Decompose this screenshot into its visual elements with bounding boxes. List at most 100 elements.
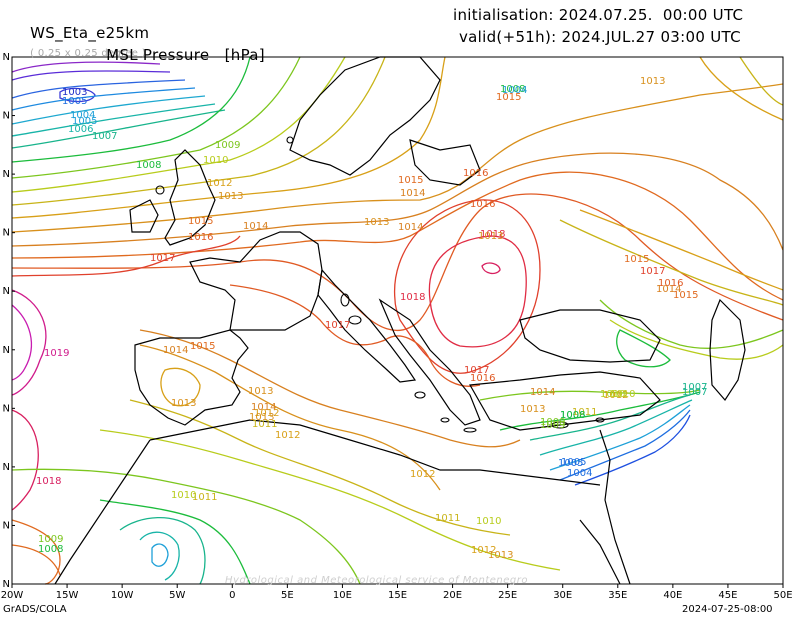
isobar-label: 1014	[530, 387, 555, 398]
isobar-line	[11, 103, 216, 137]
isobar-label: 1012	[471, 545, 496, 556]
isobar-line	[11, 95, 206, 125]
isobar-label: 1018	[36, 476, 61, 487]
x-tick-label: 15W	[56, 590, 79, 601]
isobar-label: 1015	[188, 216, 213, 227]
isobar-label: 1009	[540, 417, 565, 428]
island	[155, 185, 165, 195]
isobar-label: 1013	[218, 191, 243, 202]
isobar-label: 1004	[502, 85, 527, 96]
isobar-line	[151, 543, 169, 567]
isobar-line	[229, 284, 481, 387]
isobar-label: 1011	[252, 419, 277, 430]
x-tick-label: 50E	[773, 590, 792, 601]
isobar-label: 1004	[70, 110, 95, 121]
isobar-line	[59, 87, 96, 103]
isobar-label: 1013	[640, 76, 665, 87]
initialisation-time: initialisation: 2024.07.25. 00:00 UTC	[453, 6, 744, 24]
y-tick-label: N	[3, 520, 10, 531]
isobar-line	[11, 199, 541, 374]
isobar-line	[574, 414, 691, 486]
x-tick-label: 5E	[281, 590, 294, 601]
axis-ticks: 20W 15W 10W 5W 0 5E 10E 15E 20E 25E 30E 35E 40E 45E 50…	[1, 52, 793, 601]
isobar-line	[549, 404, 691, 471]
isobar-label: 1017	[464, 365, 489, 376]
coastline	[579, 519, 621, 585]
island	[286, 136, 294, 144]
isobar-label: 1015	[673, 290, 698, 301]
isobar-line	[139, 531, 180, 581]
isobar-line	[11, 544, 61, 576]
x-tick-label: 15E	[388, 590, 407, 601]
coastline	[54, 439, 151, 585]
coastline	[129, 199, 159, 233]
isobar-label: 1006	[68, 124, 93, 135]
isobar-line	[11, 70, 171, 81]
isobar-label: 1007	[682, 387, 707, 398]
isobar-label: 1014	[656, 284, 681, 295]
isobar-label: 1014	[163, 345, 188, 356]
coastline	[317, 268, 417, 383]
render-timestamp: 2024-07-25-08:00	[682, 604, 773, 615]
isobar-label: 1012	[410, 469, 435, 480]
island	[551, 421, 569, 429]
software-credit: GrADS/COLA	[3, 604, 67, 615]
isobar-line	[139, 329, 521, 448]
y-tick-label: N	[3, 52, 10, 63]
isobar-line	[739, 56, 784, 106]
island	[440, 417, 450, 423]
isobar-label: 1008	[136, 160, 161, 171]
coastline	[469, 371, 661, 431]
isobar-contours	[11, 56, 784, 585]
isobar-label: 1010	[171, 490, 196, 501]
isobar-line	[11, 289, 47, 396]
isobar-label: 1018	[400, 292, 425, 303]
isobar-label: 1008	[38, 544, 63, 555]
isobar-line	[11, 304, 33, 381]
x-tick-label: 30E	[553, 590, 572, 601]
isobar-line	[559, 409, 691, 481]
x-tick-label: 20W	[1, 590, 24, 601]
isobar-line	[11, 87, 196, 111]
isobar-line	[11, 56, 346, 193]
isobar-label: 1007	[682, 382, 707, 393]
isobar-label: 1018	[480, 229, 505, 240]
isobar-line	[11, 409, 39, 511]
isobar-line	[11, 56, 446, 219]
y-tick-label: N	[3, 228, 10, 239]
isobar-line	[599, 299, 784, 349]
coastline	[134, 329, 249, 426]
coastline	[409, 139, 481, 186]
isobar-label: 1013	[478, 231, 503, 242]
isobar-line	[11, 61, 161, 73]
isobar-line	[119, 516, 206, 585]
isobar-line	[11, 171, 784, 301]
isobar-line	[11, 56, 251, 163]
isobar-label: 1004	[567, 468, 592, 479]
isobar-line	[539, 399, 693, 456]
isobar-label: 1010	[600, 389, 625, 400]
isobar-labels: 1003100510041005100610071008100910101012…	[36, 76, 707, 561]
watermark: Hydrological and Meteorological service …	[225, 575, 528, 586]
island	[348, 315, 362, 325]
isobar-line	[481, 262, 501, 275]
isobar-line	[616, 329, 671, 368]
isobar-label: 1009	[540, 420, 565, 431]
x-tick-label: 35E	[608, 590, 627, 601]
field-units: [hPa]	[224, 46, 265, 64]
y-tick-label: N	[3, 462, 10, 473]
y-tick-label: N	[3, 111, 10, 122]
isobar-label: 1007	[92, 131, 117, 142]
isobar-line	[609, 319, 784, 360]
coastlines	[54, 56, 746, 585]
isobar-label: 1009	[38, 534, 63, 545]
isobar-label: 1014	[400, 188, 425, 199]
y-tick-label: N	[3, 403, 10, 414]
isobar-line	[99, 429, 561, 571]
isobar-label: 1017	[640, 266, 665, 277]
x-tick-label: 25E	[498, 590, 517, 601]
coastline	[378, 298, 481, 426]
x-tick-label: 10E	[333, 590, 352, 601]
isobar-line	[11, 109, 226, 149]
